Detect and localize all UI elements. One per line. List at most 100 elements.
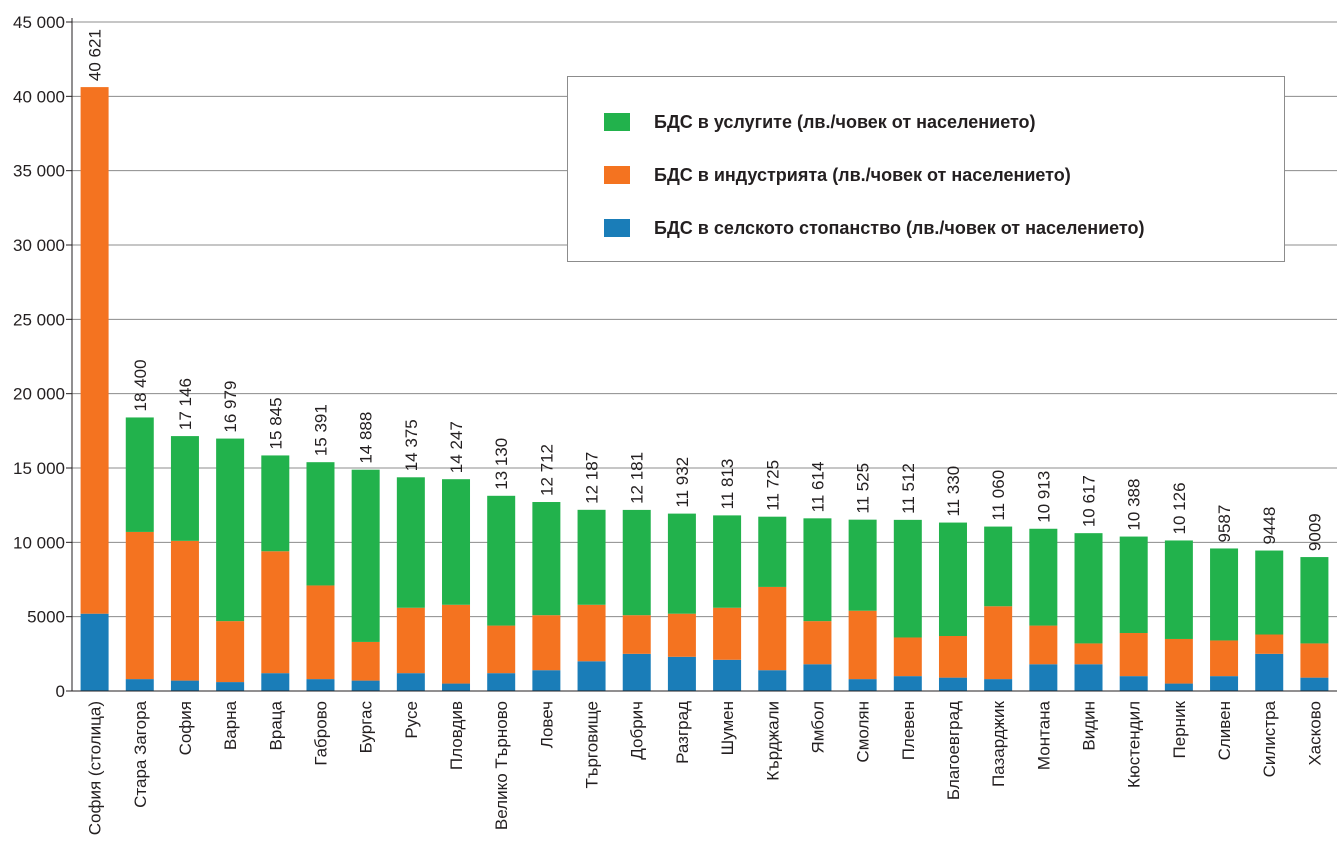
bar-segment	[848, 519, 877, 611]
bar-segment	[532, 502, 561, 616]
bar-segment	[1210, 640, 1239, 677]
legend-item-agriculture: БДС в селското стопанство (лв./човек от …	[604, 216, 1144, 240]
x-tick-label: Пловдив	[447, 701, 466, 770]
bar-segment	[261, 673, 290, 691]
x-tick-label: Ямбол	[808, 701, 827, 754]
x-tick-label: Кърджали	[763, 701, 782, 781]
total-data-label: 11 512	[899, 463, 918, 514]
y-tick-label: 5000	[27, 608, 65, 627]
bar-segment	[622, 509, 651, 616]
x-tick-label: Видин	[1080, 701, 1099, 751]
bar-segment	[848, 610, 877, 680]
bar-segment	[1210, 676, 1239, 691]
legend-label-agriculture: БДС в селското стопанство (лв./човек от …	[654, 217, 1145, 238]
bar-segment	[125, 531, 154, 680]
bar-segment	[1119, 676, 1148, 691]
total-data-labels: 40 621 18 400 17 146 16 979 15 845 15 391 14 8…	[86, 29, 1325, 551]
x-tick-label: Разград	[673, 701, 692, 764]
bar-segment	[667, 613, 696, 657]
total-data-label: 12 181	[628, 452, 647, 504]
bar-segment	[396, 673, 425, 691]
bar-segment	[351, 641, 380, 681]
bar-segment	[577, 509, 606, 605]
bar-segment	[984, 606, 1013, 680]
bar-segment	[487, 625, 516, 674]
x-tick-label: Добрич	[628, 701, 647, 760]
x-tick-label: Велико Търново	[492, 701, 511, 830]
total-data-label: 11 614	[808, 462, 827, 513]
bar-segment	[532, 615, 561, 671]
bar-segment	[1255, 550, 1284, 635]
total-data-label: 15 391	[311, 404, 330, 456]
x-tick-label: Монтана	[1034, 700, 1053, 770]
bar-segment	[1300, 643, 1329, 678]
bar-segment	[758, 670, 787, 691]
x-tick-label: Стара Загора	[131, 700, 150, 807]
bar-segment	[984, 679, 1013, 691]
bar-segment	[351, 680, 380, 691]
bar-segment	[306, 585, 335, 680]
bar-segment	[1029, 664, 1058, 691]
bar-segment	[216, 438, 245, 622]
bar-segment	[1255, 653, 1284, 691]
total-data-label: 14 888	[357, 412, 376, 464]
bar-segment	[713, 659, 742, 691]
bar-segment	[442, 604, 471, 684]
total-data-label: 10 388	[1125, 479, 1144, 531]
bar-segment	[1074, 664, 1103, 691]
bar-segment	[487, 495, 516, 626]
total-data-label: 10 913	[1034, 471, 1053, 523]
bar-segment	[758, 516, 787, 587]
x-tick-label: Смолян	[854, 701, 873, 763]
bar-segment	[170, 436, 199, 541]
x-tick-label: Търговище	[583, 701, 602, 789]
legend-label-services: БДС в услугите (лв./човек от населението…	[654, 111, 1036, 132]
bar-segment	[216, 621, 245, 683]
legend-label-industry: БДС в индустрията (лв./човек от населени…	[654, 164, 1071, 185]
bar-segment	[1164, 683, 1193, 691]
total-data-label: 16 979	[221, 381, 240, 433]
legend-item-services: БДС в услугите (лв./човек от населението…	[604, 110, 1036, 134]
total-data-label: 11 932	[673, 457, 692, 508]
bars	[80, 87, 1329, 691]
y-tick-label: 10 000	[13, 533, 65, 552]
x-tick-label: София	[176, 701, 195, 755]
x-tick-label: Перник	[1170, 700, 1189, 758]
y-tick-label: 15 000	[13, 459, 65, 478]
total-data-label: 10 617	[1080, 475, 1099, 527]
x-tick-label: Бургас	[357, 701, 376, 754]
bar-segment	[1029, 625, 1058, 665]
bar-segment	[803, 621, 832, 665]
bar-segment	[216, 682, 245, 691]
bar-segment	[938, 677, 967, 691]
bar-segment	[713, 607, 742, 660]
total-data-label: 13 130	[492, 438, 511, 490]
x-tick-label: Враца	[266, 700, 285, 750]
total-data-label: 10 126	[1170, 482, 1189, 534]
bar-segment	[306, 679, 335, 691]
x-tick-label: София (столица)	[86, 701, 105, 835]
total-data-label: 14 247	[447, 421, 466, 473]
x-tick-label: Хасково	[1305, 701, 1324, 766]
bar-segment	[1300, 557, 1329, 644]
total-data-label: 40 621	[86, 29, 105, 81]
bar-segment	[1029, 528, 1058, 626]
bar-segment	[893, 637, 922, 677]
total-data-label: 11 525	[854, 463, 873, 514]
bar-segment	[170, 680, 199, 691]
bar-segment	[622, 653, 651, 691]
bar-segment	[351, 469, 380, 642]
bar-segment	[170, 540, 199, 681]
y-tick-label: 45 000	[13, 13, 65, 32]
bar-segment	[803, 664, 832, 691]
bar-segment	[893, 676, 922, 691]
bar-segment	[487, 673, 516, 691]
bar-segment	[125, 417, 154, 532]
total-data-label: 9009	[1305, 513, 1324, 551]
bar-segment	[758, 586, 787, 671]
bar-segment	[667, 656, 696, 691]
total-data-label: 11 330	[944, 466, 963, 517]
bar-segment	[80, 613, 109, 691]
legend: БДС в услугите (лв./човек от населението…	[567, 76, 1285, 262]
